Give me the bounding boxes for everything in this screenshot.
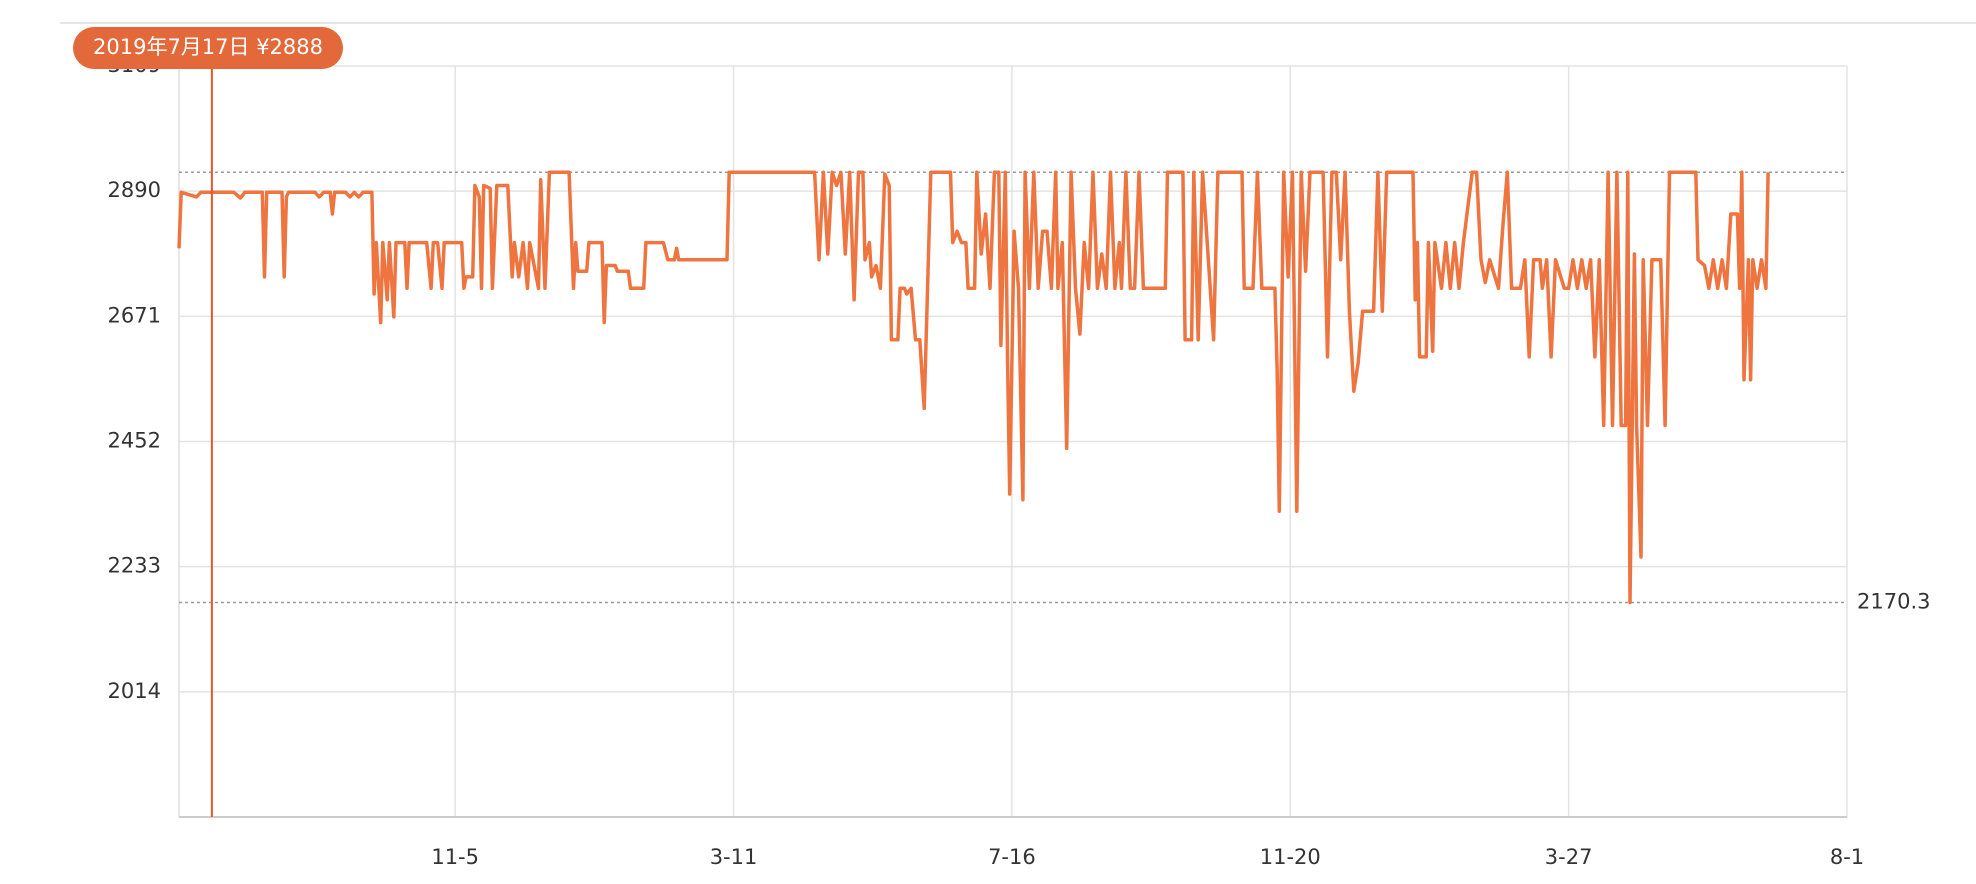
y-tick-label: 2014 (108, 679, 161, 703)
tooltip-label: 2019年7月17日 ¥2888 (93, 35, 323, 59)
price-line (177, 170, 1770, 605)
y-tick-label: 2890 (108, 178, 161, 202)
x-tick-label: 3-11 (710, 845, 758, 869)
x-tick-label: 11-5 (431, 845, 479, 869)
y-tick-label: 2452 (108, 429, 161, 453)
x-tick-label: 11-20 (1260, 845, 1321, 869)
y-tick-label: 2671 (108, 303, 161, 327)
min-label: 2170.3 (1857, 590, 1930, 614)
x-tick-label: 3-27 (1545, 845, 1593, 869)
tooltip: 2019年7月17日 ¥2888 (73, 27, 344, 69)
x-tick-label: 7-16 (988, 845, 1036, 869)
x-tick-label: 8-1 (1830, 845, 1864, 869)
tooltip-bg (73, 27, 344, 69)
y-tick-label: 2233 (108, 554, 161, 578)
